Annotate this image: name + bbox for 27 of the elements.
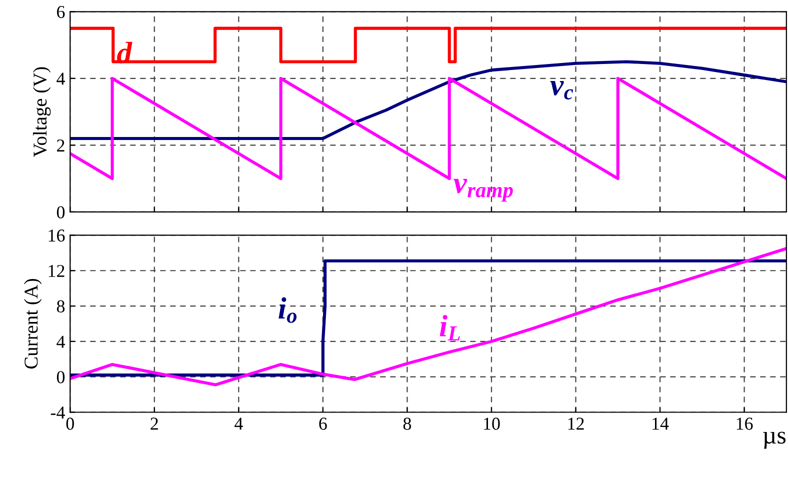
x-tick-label: 16: [736, 418, 753, 430]
x-tick-label: 14: [652, 418, 669, 430]
y-tick-label: 12: [48, 264, 64, 277]
y-axis-title: Current (A): [24, 278, 42, 369]
x-tick-label: 10: [484, 418, 500, 430]
x-axis-title: µs: [763, 432, 786, 449]
x-tick-label: 12: [568, 418, 584, 430]
y-tick-label: 4: [56, 72, 65, 85]
y-tick-label: 0: [56, 206, 65, 218]
y-tick-label: 8: [56, 300, 65, 312]
x-tick-label: 6: [319, 418, 327, 430]
x-tick-label: 0: [66, 418, 74, 430]
x-tick-label: 8: [403, 418, 412, 430]
series-label: i$_{L}$: [440, 315, 460, 340]
series-label: v$_{ramp}$: [454, 178, 513, 202]
x-tick-label: 4: [234, 418, 243, 430]
y-tick-label: 16: [48, 230, 65, 242]
series-label: v$_{c}$: [550, 81, 574, 100]
line-series: [70, 259, 786, 377]
x-tick-label: 2: [150, 418, 158, 430]
y-tick-label: 6: [57, 6, 65, 18]
y-tick-label: 4: [56, 336, 65, 348]
y-tick-label: -4: [50, 406, 65, 419]
y-axis-title: Voltage (V): [33, 67, 51, 158]
line-series: [70, 246, 786, 386]
y-tick-label: 2: [57, 139, 64, 152]
y-tick-label: 0: [56, 371, 65, 384]
